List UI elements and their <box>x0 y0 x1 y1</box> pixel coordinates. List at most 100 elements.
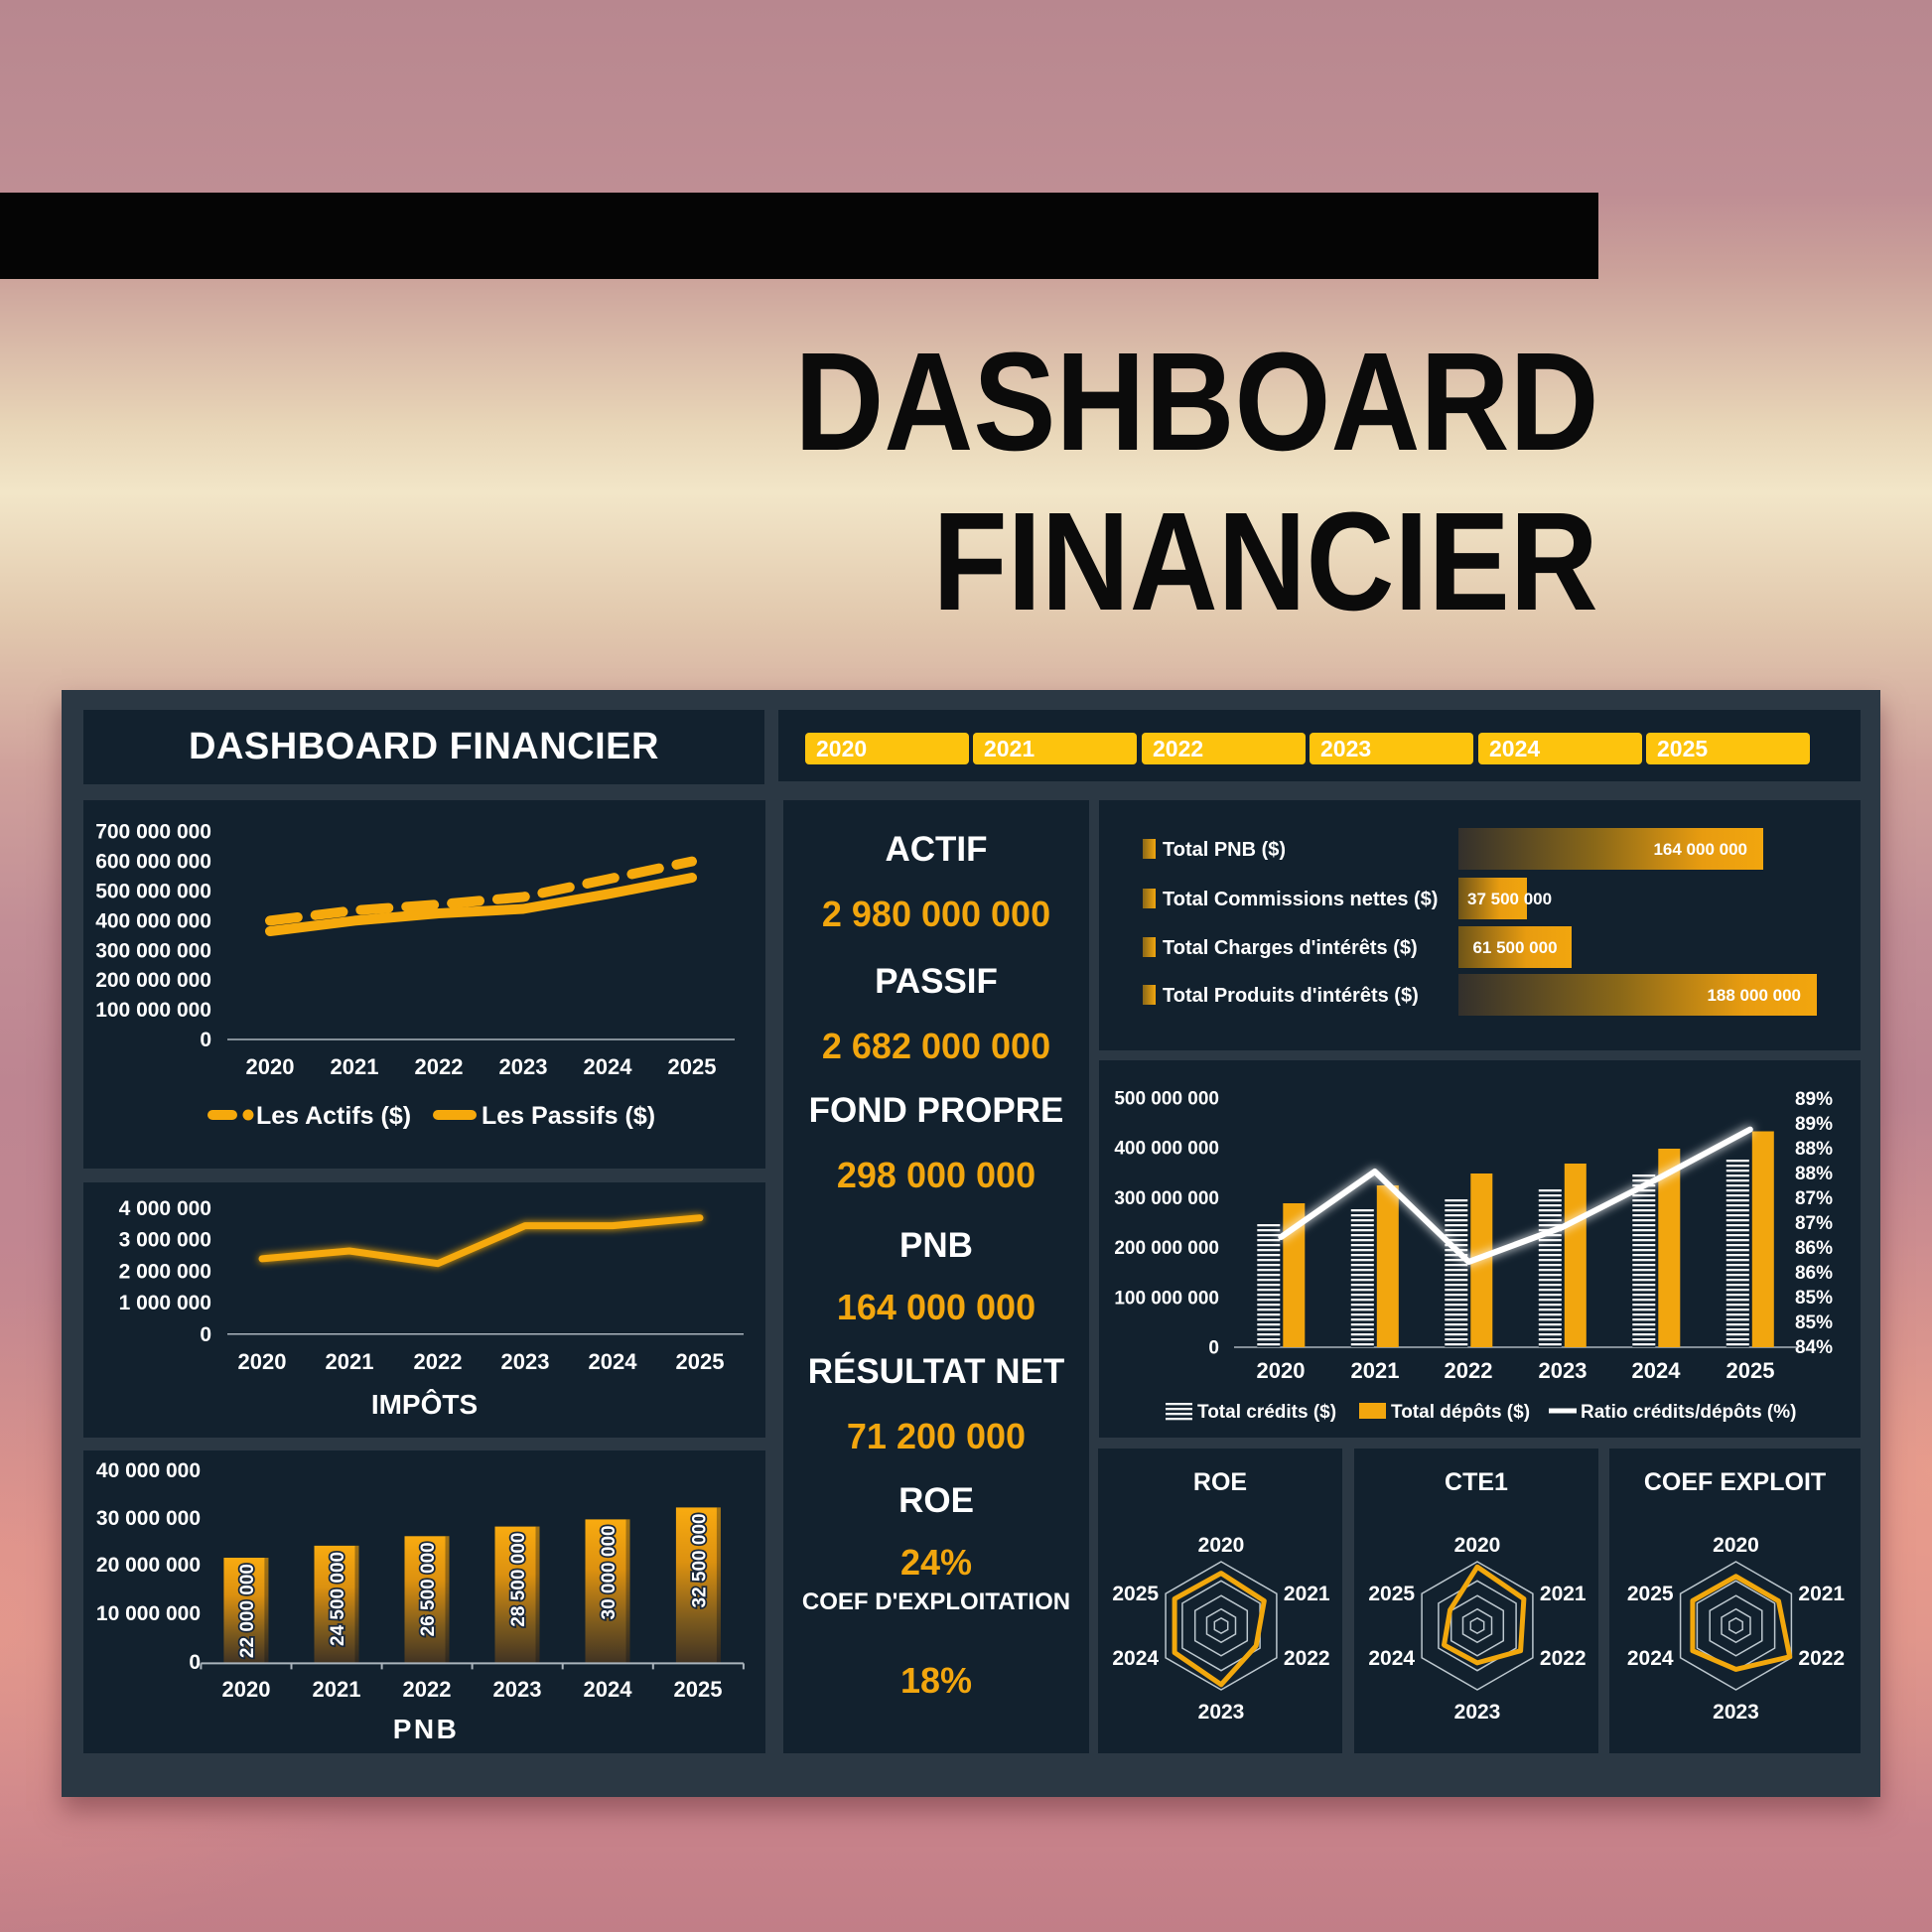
svg-text:2023: 2023 <box>493 1677 542 1702</box>
svg-text:Total PNB ($): Total PNB ($) <box>1163 839 1286 861</box>
svg-text:2022: 2022 <box>415 1054 464 1079</box>
svg-text:2021: 2021 <box>1798 1583 1845 1605</box>
svg-text:2022: 2022 <box>1284 1647 1330 1670</box>
svg-text:2020: 2020 <box>246 1054 295 1079</box>
svg-text:2021: 2021 <box>331 1054 379 1079</box>
svg-text:22 000 000: 22 000 000 <box>237 1564 258 1658</box>
svg-text:2021: 2021 <box>1540 1583 1587 1605</box>
svg-text:2020: 2020 <box>1454 1534 1501 1557</box>
svg-text:PNB: PNB <box>393 1714 460 1744</box>
svg-text:2025: 2025 <box>1368 1583 1415 1605</box>
svg-text:Total dépôts ($): Total dépôts ($) <box>1391 1402 1530 1423</box>
svg-text:2023: 2023 <box>501 1349 550 1374</box>
svg-text:89%: 89% <box>1795 1114 1833 1135</box>
svg-text:2020: 2020 <box>1198 1534 1245 1557</box>
svg-text:88%: 88% <box>1795 1164 1833 1184</box>
svg-text:89%: 89% <box>1795 1089 1833 1110</box>
svg-text:0: 0 <box>1208 1338 1219 1359</box>
svg-text:32 500 000: 32 500 000 <box>689 1513 710 1607</box>
svg-text:0: 0 <box>200 1323 211 1346</box>
svg-text:61 500 000: 61 500 000 <box>1472 938 1557 957</box>
svg-text:2023: 2023 <box>1539 1358 1587 1383</box>
svg-text:2022: 2022 <box>1540 1647 1587 1670</box>
svg-text:30 000 000: 30 000 000 <box>599 1525 620 1619</box>
svg-text:Les Actifs ($): Les Actifs ($) <box>256 1102 411 1130</box>
svg-text:88%: 88% <box>1795 1139 1833 1160</box>
svg-text:2025: 2025 <box>1726 1358 1775 1383</box>
svg-text:24 500 000: 24 500 000 <box>328 1552 348 1646</box>
svg-text:164 000 000: 164 000 000 <box>1653 840 1747 859</box>
svg-text:2020: 2020 <box>222 1677 271 1702</box>
svg-text:2024: 2024 <box>584 1677 633 1702</box>
svg-text:2024: 2024 <box>589 1349 638 1374</box>
svg-text:IMPÔTS: IMPÔTS <box>371 1388 478 1420</box>
svg-text:86%: 86% <box>1795 1238 1833 1259</box>
svg-text:40 000 000: 40 000 000 <box>96 1459 201 1482</box>
svg-text:2020: 2020 <box>1713 1534 1759 1557</box>
svg-text:1 000 000: 1 000 000 <box>119 1292 211 1314</box>
svg-text:2025: 2025 <box>674 1677 723 1702</box>
svg-text:300 000 000: 300 000 000 <box>95 939 211 962</box>
svg-text:84%: 84% <box>1795 1337 1833 1358</box>
svg-text:500 000 000: 500 000 000 <box>1114 1089 1219 1110</box>
svg-text:Total Charges d'intérêts ($): Total Charges d'intérêts ($) <box>1163 937 1418 959</box>
svg-text:2021: 2021 <box>326 1349 374 1374</box>
svg-text:400 000 000: 400 000 000 <box>1114 1139 1219 1160</box>
svg-text:2025: 2025 <box>668 1054 717 1079</box>
svg-text:2024: 2024 <box>1627 1647 1674 1670</box>
svg-text:Total Produits d'intérêts ($): Total Produits d'intérêts ($) <box>1163 985 1419 1007</box>
svg-text:2025: 2025 <box>676 1349 725 1374</box>
svg-text:3 000 000: 3 000 000 <box>119 1229 211 1252</box>
svg-text:2021: 2021 <box>1351 1358 1400 1383</box>
svg-text:0: 0 <box>200 1029 211 1051</box>
svg-text:86%: 86% <box>1795 1263 1833 1284</box>
svg-text:2024: 2024 <box>1368 1647 1415 1670</box>
svg-text:2023: 2023 <box>499 1054 548 1079</box>
svg-text:2025: 2025 <box>1112 1583 1159 1605</box>
svg-text:2022: 2022 <box>1798 1647 1845 1670</box>
svg-text:85%: 85% <box>1795 1312 1833 1333</box>
svg-text:2 000 000: 2 000 000 <box>119 1260 211 1283</box>
svg-text:ROE: ROE <box>1193 1468 1247 1496</box>
svg-text:2023: 2023 <box>1454 1701 1501 1724</box>
svg-text:2020: 2020 <box>238 1349 287 1374</box>
svg-text:200 000 000: 200 000 000 <box>95 969 211 992</box>
svg-text:85%: 85% <box>1795 1288 1833 1309</box>
svg-text:100 000 000: 100 000 000 <box>1114 1288 1219 1309</box>
svg-text:30 000 000: 30 000 000 <box>96 1507 201 1530</box>
svg-text:Total crédits ($): Total crédits ($) <box>1197 1402 1336 1423</box>
svg-text:100 000 000: 100 000 000 <box>95 999 211 1022</box>
svg-text:20 000 000: 20 000 000 <box>96 1554 201 1577</box>
svg-text:2023: 2023 <box>1713 1701 1759 1724</box>
svg-text:2025: 2025 <box>1627 1583 1674 1605</box>
svg-text:COEF EXPLOIT: COEF EXPLOIT <box>1644 1468 1826 1496</box>
svg-text:0: 0 <box>189 1651 201 1674</box>
svg-text:2022: 2022 <box>1445 1358 1493 1383</box>
svg-text:2022: 2022 <box>414 1349 463 1374</box>
svg-text:2023: 2023 <box>1198 1701 1245 1724</box>
svg-text:500 000 000: 500 000 000 <box>95 881 211 903</box>
svg-text:Les Passifs ($): Les Passifs ($) <box>482 1102 655 1130</box>
svg-text:2020: 2020 <box>1257 1358 1306 1383</box>
svg-text:2024: 2024 <box>584 1054 633 1079</box>
svg-text:200 000 000: 200 000 000 <box>1114 1238 1219 1259</box>
svg-text:2021: 2021 <box>313 1677 361 1702</box>
svg-text:37 500 000: 37 500 000 <box>1467 890 1552 908</box>
svg-text:2024: 2024 <box>1632 1358 1682 1383</box>
svg-text:600 000 000: 600 000 000 <box>95 851 211 874</box>
svg-text:400 000 000: 400 000 000 <box>95 909 211 932</box>
svg-text:87%: 87% <box>1795 1213 1833 1234</box>
svg-text:87%: 87% <box>1795 1188 1833 1209</box>
svg-text:188 000 000: 188 000 000 <box>1707 986 1801 1005</box>
svg-text:Ratio crédits/dépôts (%): Ratio crédits/dépôts (%) <box>1581 1402 1796 1423</box>
svg-text:CTE1: CTE1 <box>1445 1468 1508 1496</box>
svg-text:26 500 000: 26 500 000 <box>418 1542 439 1636</box>
svg-text:Total Commissions nettes ($): Total Commissions nettes ($) <box>1163 889 1438 910</box>
svg-text:2021: 2021 <box>1284 1583 1330 1605</box>
svg-text:2022: 2022 <box>403 1677 452 1702</box>
svg-text:28 500 000: 28 500 000 <box>508 1533 529 1627</box>
svg-text:2024: 2024 <box>1112 1647 1159 1670</box>
svg-text:4 000 000: 4 000 000 <box>119 1197 211 1220</box>
svg-text:700 000 000: 700 000 000 <box>95 821 211 844</box>
svg-text:300 000 000: 300 000 000 <box>1114 1188 1219 1209</box>
